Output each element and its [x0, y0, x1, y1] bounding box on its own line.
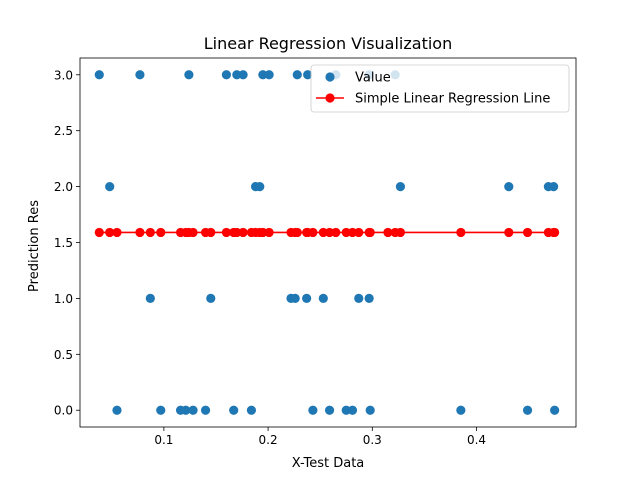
- scatter-point: [246, 405, 257, 415]
- scatter-point: [308, 405, 318, 415]
- scatter-point: [548, 181, 559, 192]
- regression-marker: [522, 227, 533, 238]
- axes-frame: [79, 57, 577, 428]
- x-axis-label: X-Test Data: [292, 456, 365, 471]
- scatter-point: [200, 405, 211, 415]
- chart-title: Linear Regression Visualization: [204, 34, 452, 53]
- legend-marker-value: [325, 72, 335, 82]
- regression-marker: [456, 227, 466, 238]
- scatter-point: [456, 405, 466, 415]
- scatter-point: [292, 70, 302, 80]
- x-tick-label: 0.1: [154, 433, 173, 447]
- y-tick-label: 1.0: [54, 292, 73, 306]
- legend-box: [310, 64, 570, 113]
- legend: Value Simple Linear Regression Line: [310, 64, 570, 113]
- regression-marker: [308, 227, 318, 238]
- y-axis-label: Prediction Res: [27, 200, 42, 292]
- regression-marker: [105, 227, 115, 238]
- scatter-point: [318, 293, 328, 304]
- regression-marker: [292, 227, 302, 238]
- scatter-point: [522, 405, 533, 415]
- scatter-point: [181, 405, 191, 415]
- scatter-point: [550, 405, 560, 415]
- regression-marker: [550, 227, 560, 238]
- regression-marker: [221, 227, 232, 238]
- regression-marker: [206, 227, 216, 238]
- regression-marker: [331, 227, 341, 238]
- y-tick-label: 0.0: [54, 404, 73, 418]
- scatter-point: [347, 405, 358, 415]
- scatter-point: [229, 405, 239, 415]
- scatter-point: [105, 181, 115, 192]
- scatter-point: [365, 405, 375, 415]
- regression-marker: [395, 227, 406, 238]
- scatter-point: [364, 293, 374, 304]
- regression-marker: [156, 227, 166, 238]
- legend-marker-regression: [325, 93, 335, 103]
- y-tick-label: 2.0: [54, 180, 73, 194]
- scatter-point: [354, 293, 364, 304]
- scatter-point: [206, 293, 216, 304]
- legend-label-value: Value: [355, 71, 391, 86]
- scatter-point: [255, 181, 265, 192]
- y-tick-label: 3.0: [54, 68, 73, 82]
- scatter-point: [290, 293, 300, 304]
- x-tick-label: 0.3: [363, 433, 382, 447]
- plot-area: 0.1 0.2 0.3 0.4 0.0 0.5 1.0 1.5 2.0 2.5 3.0: [54, 57, 577, 447]
- scatter-point: [135, 70, 145, 80]
- regression-marker: [264, 227, 274, 238]
- regression-marker: [112, 227, 122, 238]
- regression-marker: [135, 227, 145, 238]
- regression-marker: [354, 227, 364, 238]
- scatter-point: [303, 70, 313, 80]
- regression-marker: [504, 227, 514, 238]
- regression-marker: [145, 227, 155, 238]
- scatter-point: [395, 181, 406, 192]
- scatter-point: [238, 70, 248, 80]
- scatter-point: [221, 70, 232, 80]
- regression-marker: [365, 227, 375, 238]
- regression-marker: [383, 227, 393, 238]
- scatter-point: [112, 405, 122, 415]
- regression-marker: [238, 227, 248, 238]
- y-tick-label: 1.5: [54, 236, 73, 250]
- scatter-point: [504, 181, 514, 192]
- regression-marker: [94, 227, 104, 238]
- scatter-point: [156, 405, 166, 415]
- scatter-point: [145, 293, 155, 304]
- regression-marker: [188, 227, 198, 238]
- scatter-point: [184, 70, 194, 80]
- y-tick-label: 0.5: [54, 348, 73, 362]
- scatter-point: [302, 293, 312, 304]
- scatter-point: [94, 70, 104, 80]
- scatter-point: [264, 70, 274, 80]
- scatter-point: [324, 405, 335, 415]
- x-tick-label: 0.2: [259, 433, 278, 447]
- x-tick-label: 0.4: [467, 433, 486, 447]
- scatter-point: [188, 405, 198, 415]
- y-tick-label: 2.5: [54, 124, 73, 138]
- legend-label-regression: Simple Linear Regression Line: [355, 92, 550, 107]
